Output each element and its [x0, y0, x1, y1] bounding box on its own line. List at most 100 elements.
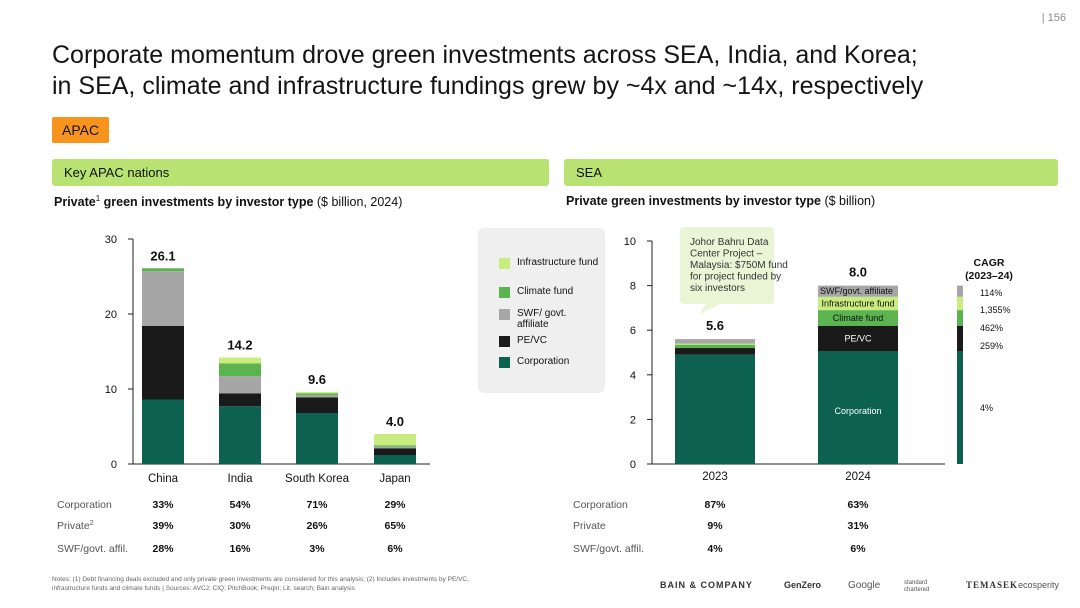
- bar-segment-swf: [675, 339, 755, 344]
- left-chart-subtitle: Private1 green investments by investor t…: [54, 194, 403, 210]
- bar-segment-climate: [219, 363, 261, 377]
- table-cell: 54%: [229, 499, 251, 511]
- bar-segment-pevc: [219, 393, 261, 407]
- cagr-strip-infra: [957, 296, 963, 311]
- segment-label: Climate fund: [833, 313, 884, 323]
- bar-segment-corporation: [818, 351, 898, 464]
- callout-text-line: Johor Bahru Data: [690, 237, 769, 248]
- callout-text-line: Center Project –: [690, 249, 763, 260]
- legend-label: Infrastructure fund: [517, 257, 599, 268]
- table-row-label: SWF/govt. affil.: [573, 543, 644, 555]
- bar-segment-climate: [374, 445, 416, 447]
- segment-label: PE/VC: [844, 334, 872, 344]
- y-tick-label: 6: [630, 325, 636, 337]
- callout-text-line: six investors: [690, 283, 745, 294]
- bar-segment-corporation: [142, 399, 184, 464]
- table-cell: 63%: [847, 499, 869, 511]
- table-cell: 30%: [229, 520, 251, 532]
- cagr-value: 259%: [980, 341, 1003, 351]
- bar-segment-infra: [296, 392, 338, 394]
- title-line-2: in SEA, climate and infrastructure fundi…: [52, 72, 924, 100]
- bar-segment-pevc: [142, 326, 184, 400]
- cagr-value: 1,355%: [980, 305, 1011, 315]
- bar-segment-pevc: [374, 448, 416, 455]
- x-category-label: China: [148, 473, 179, 485]
- table-row-label: Corporation: [573, 499, 628, 511]
- right-chart-subtitle: Private green investments by investor ty…: [566, 194, 876, 208]
- table-cell: 29%: [384, 499, 406, 511]
- cagr-title: CAGR: [974, 257, 1005, 269]
- table-cell: 31%: [847, 520, 869, 532]
- x-category-label: Japan: [379, 473, 410, 485]
- bar-segment-pevc: [818, 325, 898, 352]
- table-cell: 4%: [707, 543, 723, 555]
- bar-segment-infra: [818, 296, 898, 311]
- bar-segment-swf: [219, 376, 261, 394]
- table-cell: 65%: [384, 520, 406, 532]
- bar-segment-swf: [374, 446, 416, 449]
- cagr-strip-corporation: [957, 351, 963, 464]
- y-tick-label: 30: [105, 234, 117, 246]
- bar-segment-climate: [296, 393, 338, 395]
- cagr-subtitle: (2023–24): [965, 270, 1013, 282]
- table-row-sup: 2: [90, 520, 94, 527]
- x-category-label: South Korea: [285, 473, 350, 485]
- left-section-header: Key APAC nations: [52, 159, 549, 186]
- legend: Infrastructure fund Climate fund SWF/ go…: [478, 228, 605, 393]
- bar-segment-infra: [675, 343, 755, 345]
- callout-text-line: Malaysia: $750M fund: [690, 260, 788, 271]
- table-cell: 71%: [306, 499, 328, 511]
- table-row-label: Private: [573, 520, 606, 532]
- legend-swatch-corporation: [499, 357, 510, 368]
- table-cell: 3%: [309, 543, 325, 555]
- bar-segment-corporation: [675, 354, 755, 464]
- bar-segment-climate: [142, 268, 184, 272]
- legend-swatch-swf: [499, 309, 510, 320]
- x-category-label: India: [228, 473, 254, 485]
- table-cell: 6%: [850, 543, 866, 555]
- legend-swatch-infrastructure: [499, 258, 510, 269]
- table-row-label: SWF/govt. affil.: [57, 543, 128, 555]
- title-line-1: Corporate momentum drove green investmen…: [52, 41, 918, 69]
- bar-segment-climate: [675, 344, 755, 349]
- table-cell: 39%: [152, 520, 174, 532]
- bar-segment-climate: [818, 310, 898, 326]
- bar-segment-swf: [296, 395, 338, 398]
- table-cell: 28%: [152, 543, 174, 555]
- legend-swatch-climate: [499, 287, 510, 298]
- table-cell: 26%: [306, 520, 328, 532]
- logo-google: Google: [848, 580, 881, 591]
- bar-segment-pevc: [296, 397, 338, 413]
- y-tick-label: 4: [630, 370, 636, 382]
- footnotes: Notes: (1) Debt financing deals excluded…: [52, 576, 469, 592]
- segment-label: SWF/govt. affiliate: [820, 286, 893, 296]
- bar-total-label: 14.2: [227, 338, 252, 353]
- bar-segment-swf: [142, 271, 184, 326]
- callout-bubble: [680, 227, 774, 314]
- bar-total-label: 9.6: [308, 372, 326, 387]
- y-tick-label: 20: [105, 309, 117, 321]
- page-number: | 156: [1041, 12, 1066, 24]
- legend-label: Corporation: [517, 356, 570, 367]
- logo-standard-chartered: standard chartered: [904, 580, 930, 593]
- bar-segment-infra: [219, 357, 261, 364]
- cagr-strip-climate: [957, 310, 963, 326]
- logo-ecosperity: ecosperity: [1018, 580, 1060, 590]
- y-tick-label: 2: [630, 414, 636, 426]
- y-tick-label: 0: [111, 459, 117, 471]
- cagr-strip-pevc: [957, 325, 963, 352]
- bar-total-label: 4.0: [386, 414, 404, 429]
- logo-bain: BAIN & COMPANY: [660, 580, 753, 590]
- legend-swatch-pevc: [499, 336, 510, 347]
- table-cell: 87%: [704, 499, 726, 511]
- x-category-label: 2024: [845, 471, 871, 483]
- bar-total-label: 8.0: [849, 265, 867, 280]
- right-section-header: SEA: [564, 159, 1058, 186]
- callout-text-line: for project funded by: [690, 272, 781, 283]
- bar-segment-swf: [818, 285, 898, 297]
- region-tag: APAC: [52, 117, 110, 143]
- y-tick-label: 10: [624, 236, 636, 248]
- legend-label: SWF/ govt. affiliate: [517, 308, 567, 330]
- logo-genzero: GenZero: [784, 580, 822, 590]
